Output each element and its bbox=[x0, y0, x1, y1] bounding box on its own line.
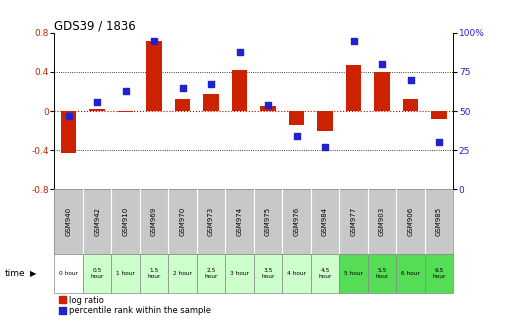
Text: GSM974: GSM974 bbox=[237, 207, 242, 236]
Text: 5.5
hour: 5.5 hour bbox=[376, 268, 388, 279]
Bar bbox=[317, 111, 333, 131]
Text: 5 hour: 5 hour bbox=[344, 271, 363, 276]
Point bbox=[235, 49, 243, 54]
Point bbox=[406, 77, 414, 82]
Text: 3.5
hour: 3.5 hour bbox=[262, 268, 275, 279]
Text: 6.5
hour: 6.5 hour bbox=[433, 268, 445, 279]
Text: ▶: ▶ bbox=[30, 269, 36, 278]
Point bbox=[292, 133, 300, 139]
Text: 1 hour: 1 hour bbox=[116, 271, 135, 276]
Text: 2 hour: 2 hour bbox=[173, 271, 192, 276]
Text: 4.5
hour: 4.5 hour bbox=[319, 268, 332, 279]
Bar bbox=[175, 99, 191, 111]
Point bbox=[264, 102, 272, 107]
Text: GSM973: GSM973 bbox=[208, 207, 214, 236]
Text: GSM977: GSM977 bbox=[351, 207, 356, 236]
Text: GSM976: GSM976 bbox=[294, 207, 299, 236]
Bar bbox=[168, 254, 197, 293]
Point bbox=[64, 113, 73, 118]
Text: 0.5
hour: 0.5 hour bbox=[91, 268, 104, 279]
Point bbox=[349, 38, 357, 43]
Text: GSM942: GSM942 bbox=[94, 207, 100, 236]
Point bbox=[121, 88, 130, 93]
Legend: log ratio, percentile rank within the sample: log ratio, percentile rank within the sa… bbox=[59, 296, 211, 315]
Bar bbox=[374, 72, 390, 111]
Bar bbox=[83, 254, 111, 293]
Bar bbox=[431, 111, 447, 119]
Bar bbox=[254, 254, 282, 293]
Text: 0 hour: 0 hour bbox=[59, 271, 78, 276]
Bar bbox=[311, 254, 339, 293]
Bar bbox=[339, 254, 368, 293]
Text: GSM984: GSM984 bbox=[322, 207, 328, 236]
Text: GSM970: GSM970 bbox=[180, 207, 185, 236]
Text: GSM906: GSM906 bbox=[408, 207, 413, 236]
Bar bbox=[118, 111, 134, 112]
Bar bbox=[225, 254, 254, 293]
Text: GSM969: GSM969 bbox=[151, 207, 157, 236]
Bar bbox=[61, 111, 77, 153]
Text: 6 hour: 6 hour bbox=[401, 271, 420, 276]
Bar bbox=[282, 254, 311, 293]
Point bbox=[93, 99, 102, 104]
Bar bbox=[402, 99, 419, 111]
Bar bbox=[289, 111, 305, 125]
Bar bbox=[140, 254, 168, 293]
Bar bbox=[368, 254, 396, 293]
Text: 3 hour: 3 hour bbox=[230, 271, 249, 276]
Point bbox=[435, 140, 443, 145]
Text: GSM910: GSM910 bbox=[123, 207, 128, 236]
Point bbox=[178, 85, 186, 90]
Text: 1.5
hour: 1.5 hour bbox=[148, 268, 161, 279]
Point bbox=[378, 61, 386, 67]
Bar bbox=[54, 254, 83, 293]
Point bbox=[321, 145, 329, 150]
Bar bbox=[197, 254, 225, 293]
Text: time: time bbox=[5, 269, 26, 278]
Text: 2.5
hour: 2.5 hour bbox=[205, 268, 218, 279]
Text: 4 hour: 4 hour bbox=[287, 271, 306, 276]
Text: GSM903: GSM903 bbox=[379, 207, 385, 236]
Bar bbox=[146, 41, 162, 111]
Bar bbox=[232, 70, 248, 111]
Point bbox=[207, 82, 215, 87]
Bar bbox=[425, 254, 453, 293]
Point bbox=[150, 38, 159, 43]
Bar bbox=[346, 65, 362, 111]
Text: GSM975: GSM975 bbox=[265, 207, 271, 236]
Bar bbox=[396, 254, 425, 293]
Bar bbox=[89, 109, 105, 111]
Text: GSM985: GSM985 bbox=[436, 207, 442, 236]
Bar bbox=[203, 95, 219, 111]
Text: GDS39 / 1836: GDS39 / 1836 bbox=[54, 20, 136, 33]
Bar bbox=[111, 254, 140, 293]
Text: GSM940: GSM940 bbox=[66, 207, 71, 236]
Bar bbox=[260, 106, 276, 111]
